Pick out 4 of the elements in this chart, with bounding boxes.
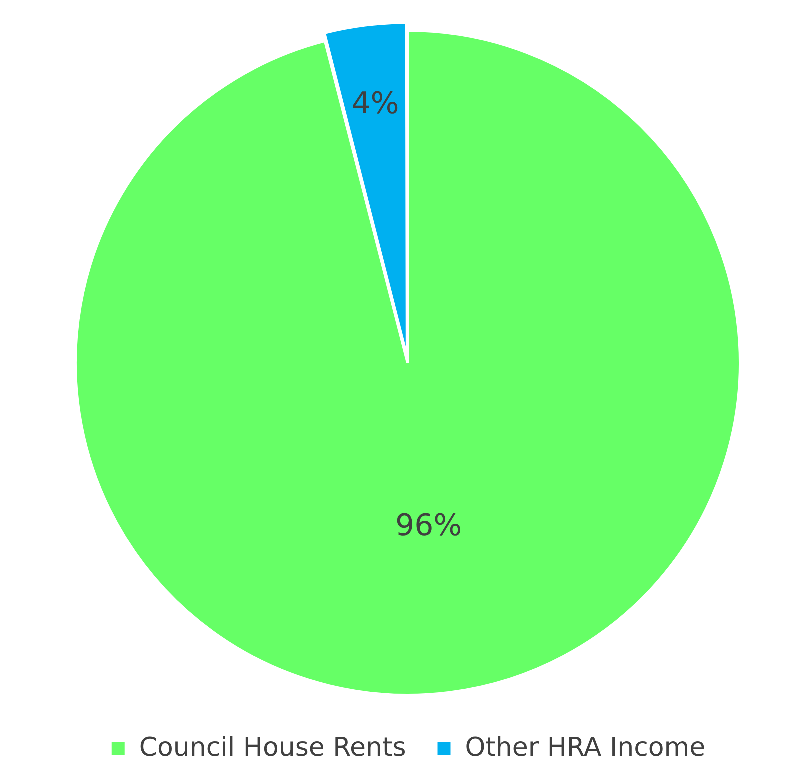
legend-label: Council House Rents <box>139 732 406 763</box>
legend-label: Other HRA Income <box>465 732 706 763</box>
data-label: 4% <box>352 86 400 122</box>
data-label: 96% <box>395 508 462 544</box>
